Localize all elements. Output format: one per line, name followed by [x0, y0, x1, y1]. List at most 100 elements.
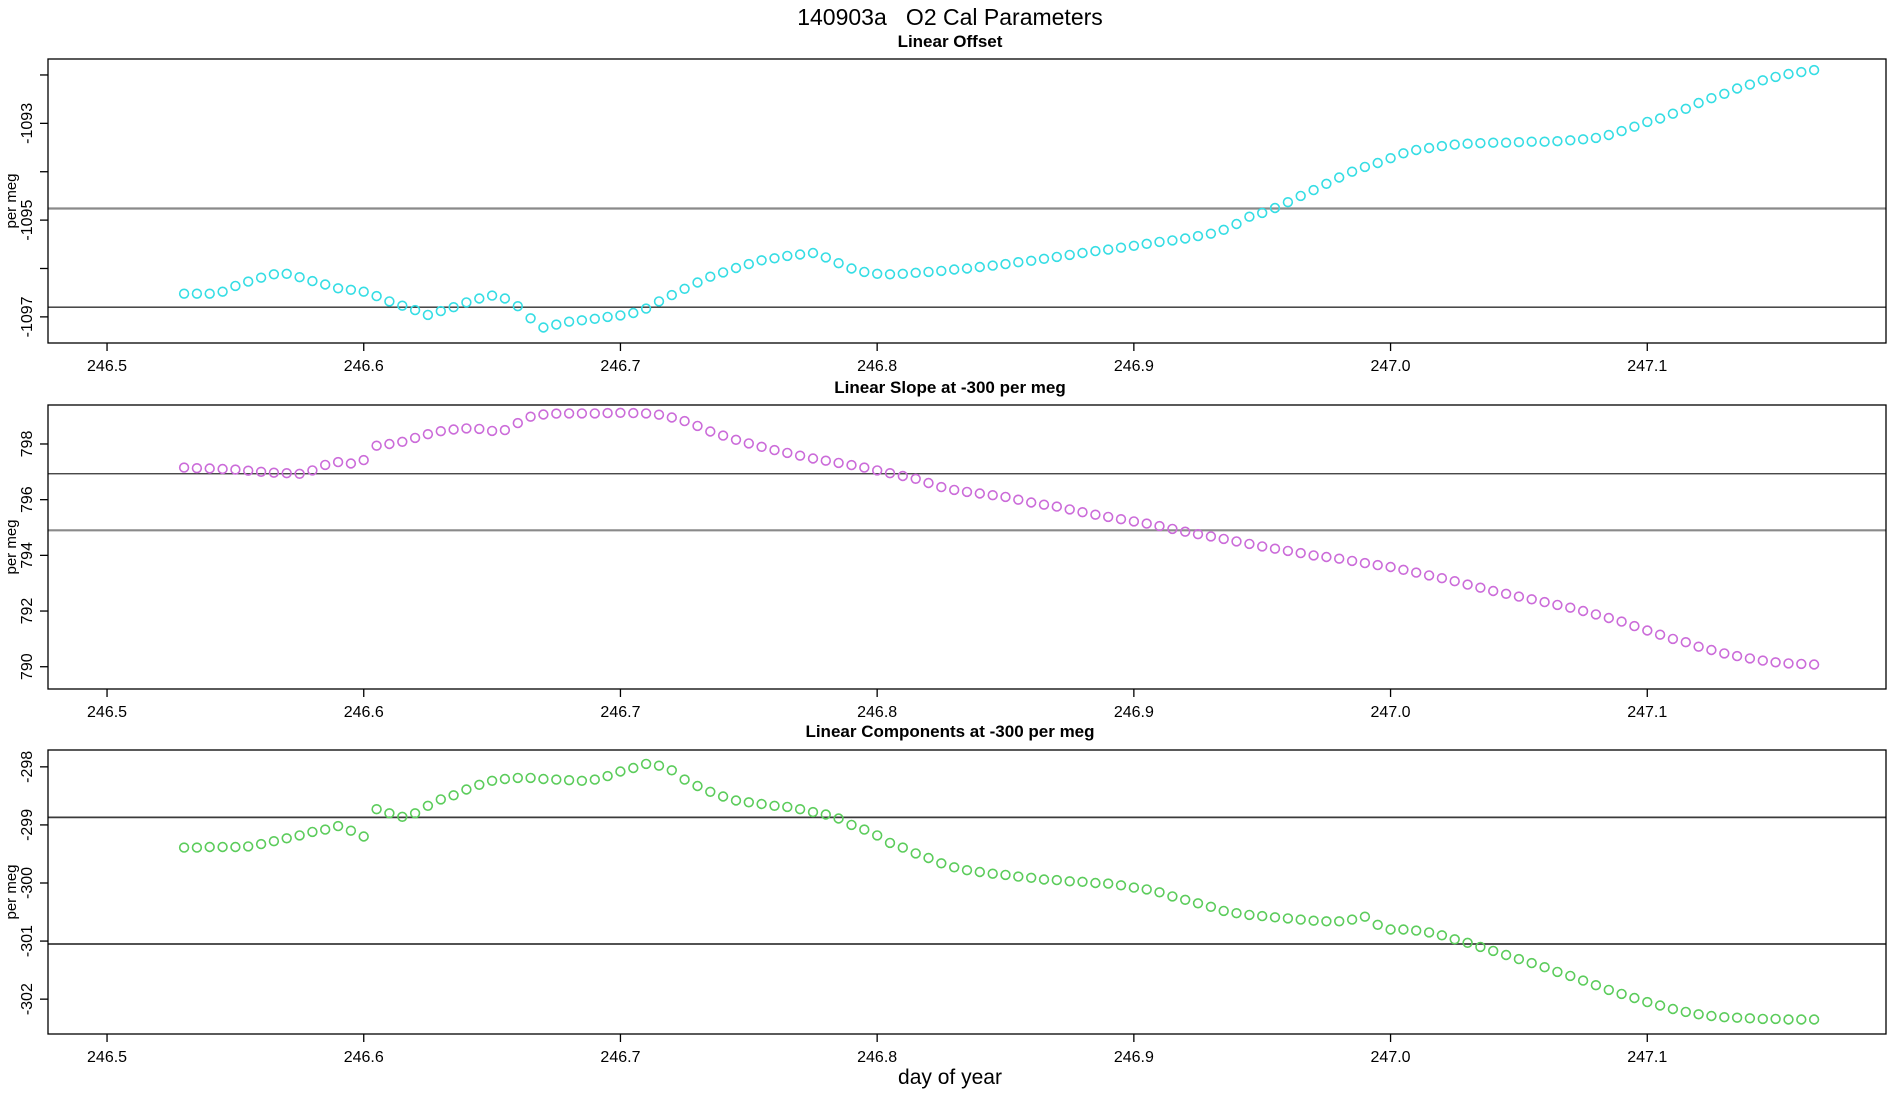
- data-point: [1423, 142, 1435, 154]
- data-point: [243, 465, 254, 476]
- data-point: [987, 490, 998, 501]
- data-point: [1372, 919, 1383, 930]
- data-point: [409, 808, 421, 819]
- data-point: [589, 313, 600, 324]
- data-point: [1038, 253, 1050, 264]
- panel-box: [47, 58, 1887, 344]
- data-point: [1359, 161, 1371, 173]
- data-point: [1796, 658, 1807, 670]
- data-point: [1244, 538, 1255, 550]
- data-point: [1449, 934, 1460, 945]
- data-point: [1487, 945, 1499, 957]
- data-point: [461, 423, 472, 434]
- data-point: [974, 866, 985, 878]
- data-point: [1783, 68, 1794, 80]
- data-point: [332, 456, 344, 468]
- y-axis-tick-label: 796: [19, 486, 36, 513]
- data-point: [268, 269, 280, 280]
- y-axis-tick-label: -299: [19, 809, 36, 841]
- data-point: [268, 835, 280, 847]
- data-point: [923, 266, 934, 278]
- data-point: [1385, 924, 1396, 935]
- data-point: [1410, 567, 1422, 578]
- x-axis-tick-label: 246.7: [600, 704, 640, 721]
- data-point: [640, 408, 652, 419]
- x-axis-tick-label: 246.9: [1114, 704, 1154, 721]
- data-point: [807, 806, 819, 818]
- data-point: [679, 774, 690, 785]
- data-point: [230, 464, 241, 475]
- x-axis-tick-label: 246.5: [87, 358, 127, 375]
- data-point: [653, 409, 665, 420]
- data-point: [1616, 988, 1627, 1000]
- data-point: [486, 775, 498, 786]
- data-point: [1192, 528, 1204, 540]
- data-point: [1719, 1011, 1730, 1023]
- data-point: [1796, 1014, 1807, 1025]
- data-point: [1025, 255, 1037, 266]
- data-point: [525, 313, 536, 324]
- data-point: [1244, 909, 1255, 921]
- data-point: [820, 455, 831, 466]
- data-point: [268, 467, 280, 478]
- data-point: [397, 436, 408, 447]
- data-point: [769, 444, 780, 456]
- data-point: [897, 268, 908, 279]
- x-axis-tick-label: 247.0: [1371, 1049, 1411, 1066]
- data-point: [371, 803, 382, 815]
- data-point: [923, 852, 934, 864]
- data-point: [435, 305, 446, 317]
- data-point: [307, 275, 318, 287]
- data-point: [1256, 541, 1268, 552]
- data-point: [461, 784, 472, 795]
- data-point: [1423, 570, 1435, 581]
- data-point: [1090, 877, 1101, 889]
- data-point: [833, 258, 844, 269]
- data-point: [1192, 898, 1204, 909]
- data-point: [1346, 166, 1358, 177]
- data-point: [1693, 1009, 1704, 1020]
- data-point: [1731, 1012, 1743, 1023]
- data-point: [448, 302, 459, 313]
- data-point: [1269, 543, 1281, 554]
- x-axis-tick-label: 246.7: [600, 358, 640, 375]
- data-point: [1321, 916, 1332, 927]
- data-point: [448, 790, 459, 801]
- data-point: [628, 407, 639, 419]
- data-point: [1231, 536, 1242, 547]
- x-axis-tick-label: 247.0: [1371, 358, 1411, 375]
- figure-title: 140903a O2 Cal Parameters: [797, 4, 1103, 30]
- data-point: [1552, 966, 1563, 978]
- data-point: [1616, 125, 1627, 137]
- data-point: [307, 826, 318, 838]
- x-axis-tick-label: 247.1: [1627, 358, 1667, 375]
- data-point: [422, 429, 434, 440]
- data-point: [1256, 910, 1268, 922]
- data-point: [1308, 184, 1319, 196]
- x-axis-tick-label: 246.8: [857, 704, 897, 721]
- y-axis-tick-label: 792: [19, 598, 36, 625]
- data-point: [923, 477, 934, 489]
- data-point: [1526, 594, 1537, 605]
- data-point: [833, 457, 844, 469]
- data-point: [1629, 620, 1640, 632]
- data-point: [1282, 913, 1294, 924]
- data-point: [1308, 550, 1319, 561]
- data-point: [615, 766, 626, 777]
- x-axis-tick-label: 246.9: [1114, 358, 1154, 375]
- data-point: [1308, 915, 1319, 926]
- data-point: [1731, 83, 1743, 94]
- data-point: [1577, 605, 1589, 617]
- data-point: [1218, 533, 1229, 545]
- data-point: [1090, 509, 1101, 520]
- data-point: [345, 825, 357, 836]
- data-point: [640, 758, 652, 770]
- data-point: [1642, 625, 1653, 636]
- data-point: [1654, 629, 1666, 640]
- data-point: [936, 481, 947, 493]
- data-point: [1565, 135, 1576, 146]
- data-point: [1603, 129, 1615, 141]
- data-point: [974, 488, 985, 499]
- data-point: [1205, 901, 1217, 912]
- data-point: [474, 779, 485, 790]
